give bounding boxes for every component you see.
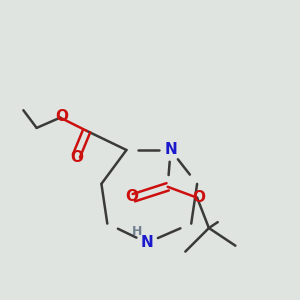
Text: O: O xyxy=(70,150,83,165)
Text: H: H xyxy=(132,225,142,238)
Text: O: O xyxy=(125,189,138,204)
Text: O: O xyxy=(55,109,68,124)
Text: O: O xyxy=(192,190,205,205)
Text: N: N xyxy=(164,142,177,158)
Text: N: N xyxy=(141,235,153,250)
